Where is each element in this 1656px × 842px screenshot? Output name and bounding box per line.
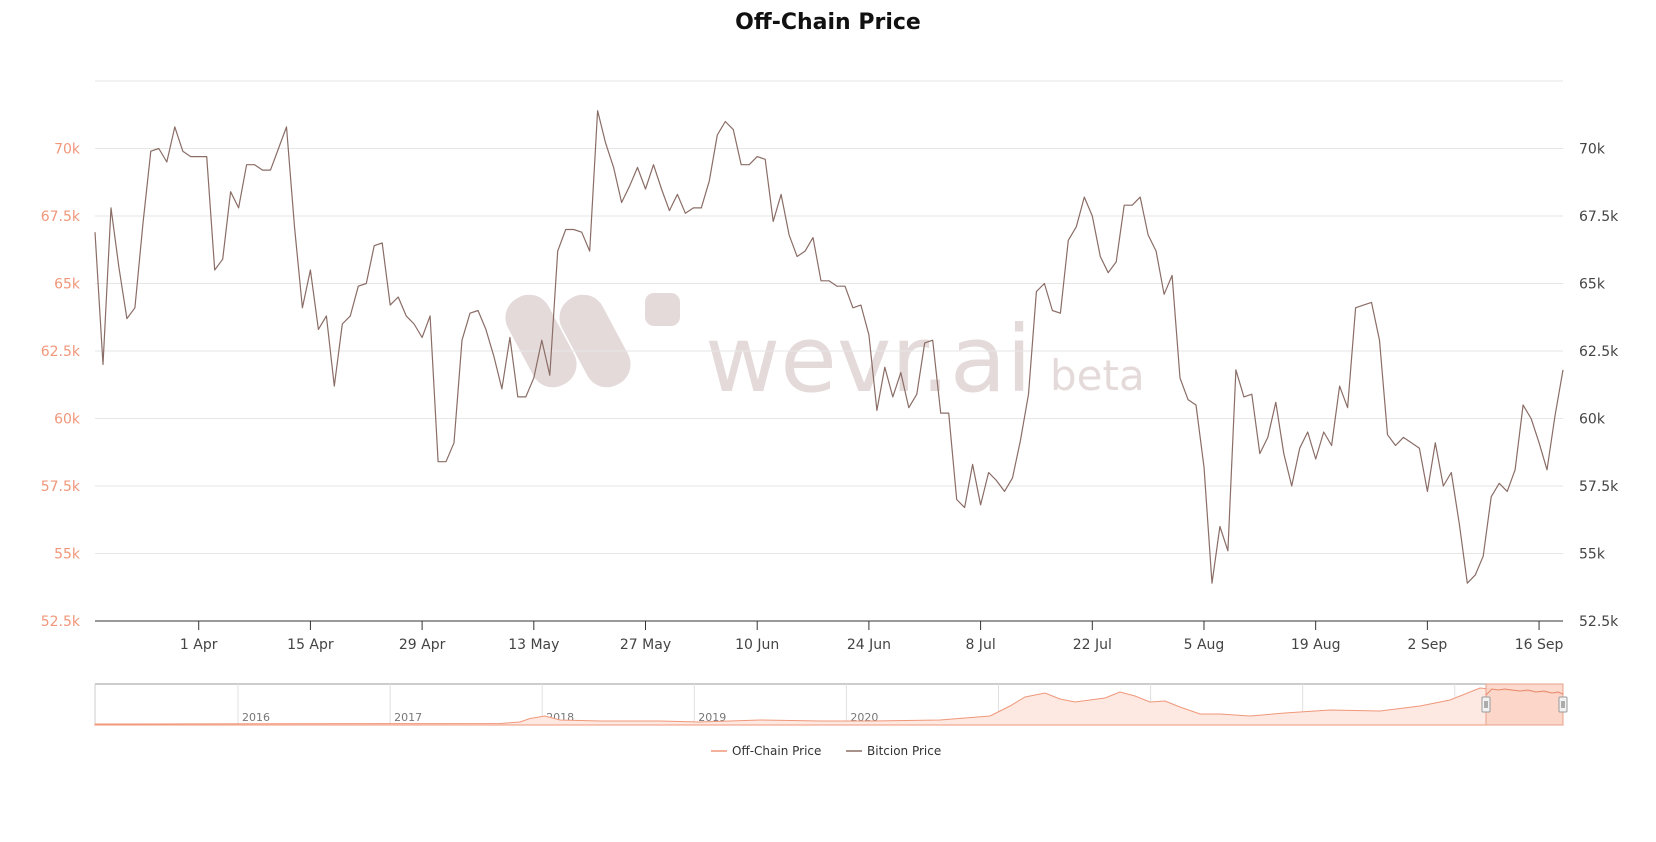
navigator-series-area xyxy=(94,687,1564,726)
legend-bitcoin-label: Bitcion Price xyxy=(867,744,941,758)
plot-area xyxy=(94,110,1564,584)
y-tick-label-right: 67.5k xyxy=(1579,209,1619,225)
x-tick-label: 1 Apr xyxy=(180,637,218,653)
y-tick-label-right: 62.5k xyxy=(1579,344,1619,360)
navigator-left-handle[interactable] xyxy=(1481,696,1491,713)
navigator-year-label: 2019 xyxy=(698,711,726,724)
legend: Off-Chain Price Bitcion Price xyxy=(711,744,941,758)
x-tick-label: 15 Apr xyxy=(287,637,334,653)
y-tick-label-left: 65k xyxy=(54,277,81,293)
y-tick-label-left: 60k xyxy=(54,412,81,428)
grid-lines xyxy=(95,80,1563,554)
y-tick-label-right: 60k xyxy=(1579,412,1606,428)
y-tick-label-left: 57.5k xyxy=(41,479,81,495)
x-tick-label: 16 Sep xyxy=(1515,637,1564,653)
legend-offchain-label: Off-Chain Price xyxy=(732,744,821,758)
watermark-brand-text: wevr.ai xyxy=(705,306,1032,413)
navigator-right-handle[interactable] xyxy=(1558,696,1568,713)
x-tick-label: 27 May xyxy=(620,637,671,653)
y-tick-label-right: 52.5k xyxy=(1579,614,1619,630)
y-tick-label-left: 52.5k xyxy=(41,614,81,630)
series-line-bitcoin-price xyxy=(94,110,1564,584)
y-axis-left: 52.5k 55k 57.5k 60k 62.5k 65k 67.5k 70k xyxy=(41,142,81,631)
y-tick-label-right: 65k xyxy=(1579,277,1606,293)
x-tick-label: 19 Aug xyxy=(1291,637,1341,653)
y-tick-label-left: 67.5k xyxy=(41,209,81,225)
x-tick-label: 29 Apr xyxy=(399,637,446,653)
navigator-selection-series xyxy=(1485,688,1564,696)
watermark: wevr.ai beta xyxy=(505,293,1145,413)
navigator-year-label: 2016 xyxy=(242,711,270,724)
y-tick-label-right: 70k xyxy=(1579,142,1606,158)
x-tick-label: 8 Jul xyxy=(965,637,995,653)
x-tick-label: 2 Sep xyxy=(1407,637,1447,653)
y-tick-label-right: 55k xyxy=(1579,547,1606,563)
y-tick-label-right: 57.5k xyxy=(1579,479,1619,495)
x-tick-label: 10 Jun xyxy=(735,637,779,653)
legend-item-offchain[interactable]: Off-Chain Price xyxy=(711,744,821,758)
x-tick-label: 24 Jun xyxy=(847,637,891,653)
x-tick-label: 22 Jul xyxy=(1073,637,1112,653)
watermark-beta-text: beta xyxy=(1050,351,1145,400)
navigator-year-label: 2017 xyxy=(394,711,422,724)
y-tick-label-left: 55k xyxy=(54,547,81,563)
chart-title: Off-Chain Price xyxy=(735,10,921,35)
wevr-logo-icon xyxy=(505,293,680,388)
x-axis: 1 Apr 15 Apr 29 Apr 13 May 27 May 10 Jun 24 Ju… xyxy=(180,621,1564,653)
y-tick-label-left: 70k xyxy=(54,142,81,158)
x-tick-label: 13 May xyxy=(508,637,559,653)
legend-item-bitcoin[interactable]: Bitcion Price xyxy=(846,744,941,758)
y-axis-right: 52.5k 55k 57.5k 60k 62.5k 65k 67.5k 70k xyxy=(1579,142,1619,631)
x-tick-label: 5 Aug xyxy=(1184,637,1225,653)
y-tick-label-left: 62.5k xyxy=(41,344,81,360)
navigator[interactable]: 201620172018201920202021202220232024 xyxy=(94,683,1568,726)
